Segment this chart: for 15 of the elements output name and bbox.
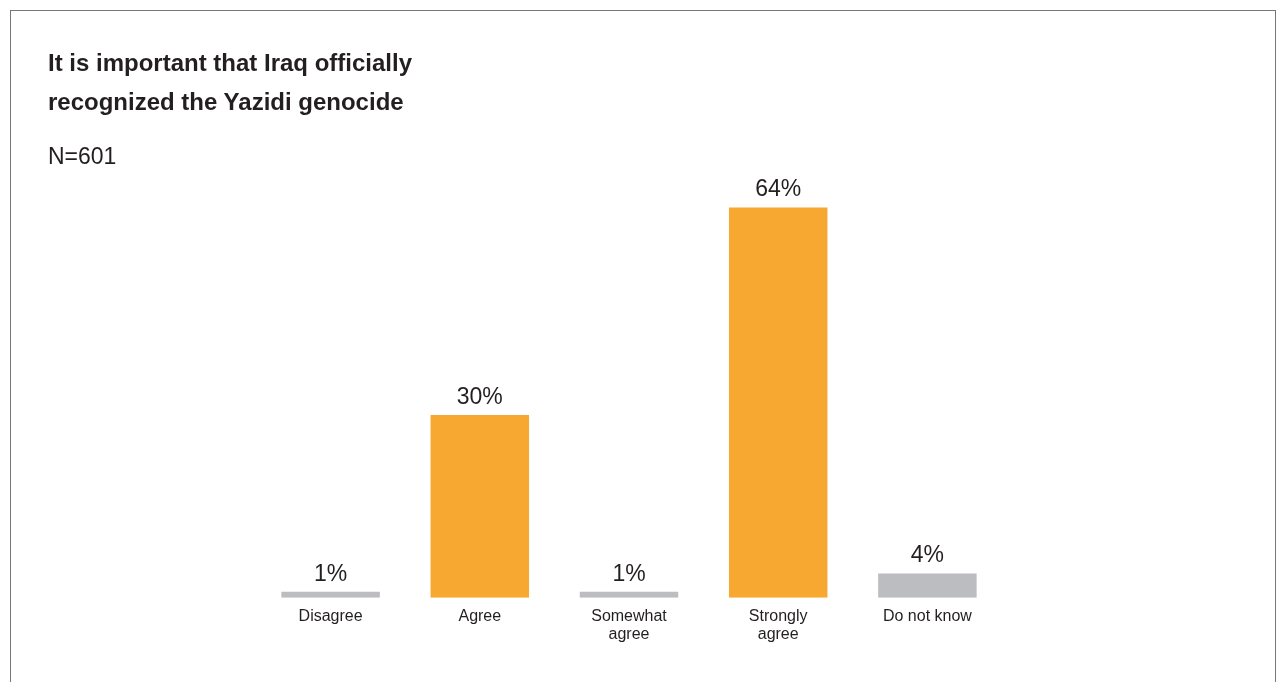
bar: [878, 573, 977, 598]
x-tick-label: Do not know: [882, 607, 973, 625]
data-label: 30%: [456, 382, 503, 409]
data-label: 64%: [755, 175, 802, 202]
data-label: 1%: [313, 559, 348, 586]
bar: [430, 414, 530, 598]
chart-title: It is important that Iraq officially recognized the Yazidi genocide: [48, 48, 414, 117]
data-label: 4%: [910, 541, 945, 568]
chart-subtitle: N=601: [48, 143, 117, 170]
x-tick-label: Disagree: [298, 607, 363, 625]
x-tick-label: Agree: [458, 607, 502, 625]
bar: [728, 207, 828, 598]
x-tick-label: Somewhat agree: [591, 607, 668, 642]
data-label: 1%: [612, 559, 646, 586]
x-tick-label: Strongly agree: [748, 607, 808, 642]
